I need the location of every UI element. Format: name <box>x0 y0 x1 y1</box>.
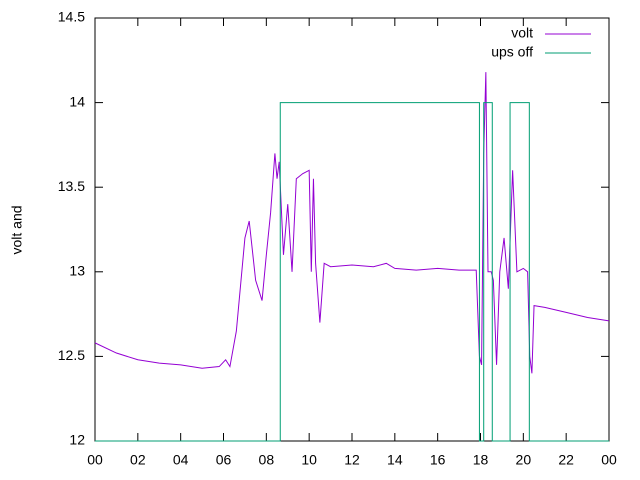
series-line <box>95 102 609 442</box>
x-tick-label: 20 <box>516 452 532 468</box>
x-tick-label: 12 <box>344 452 360 468</box>
x-tick-label: 16 <box>430 452 446 468</box>
x-tick-label: 08 <box>259 452 275 468</box>
plot-frame <box>94 17 610 442</box>
y-tick-label: 14.5 <box>58 9 85 25</box>
x-tick-label: 00 <box>87 452 103 468</box>
x-tick-label: 00 <box>601 452 617 468</box>
y-tick-label: 13 <box>69 263 85 279</box>
series-line <box>94 72 610 374</box>
y-tick-label: 12 <box>69 432 85 448</box>
legend-label: volt <box>511 25 533 41</box>
x-tick-label: 04 <box>173 452 189 468</box>
legend-label: ups off <box>491 44 533 60</box>
y-tick-label: 14 <box>69 93 85 109</box>
x-tick-label: 10 <box>301 452 317 468</box>
x-tick-label: 18 <box>473 452 489 468</box>
y-axis-label: volt and <box>9 205 25 254</box>
x-tick-label: 02 <box>130 452 146 468</box>
y-tick-label: 12.5 <box>58 347 85 363</box>
y-tick-label: 13.5 <box>58 178 85 194</box>
x-tick-label: 22 <box>558 452 574 468</box>
x-tick-label: 14 <box>387 452 403 468</box>
x-tick-label: 06 <box>216 452 232 468</box>
